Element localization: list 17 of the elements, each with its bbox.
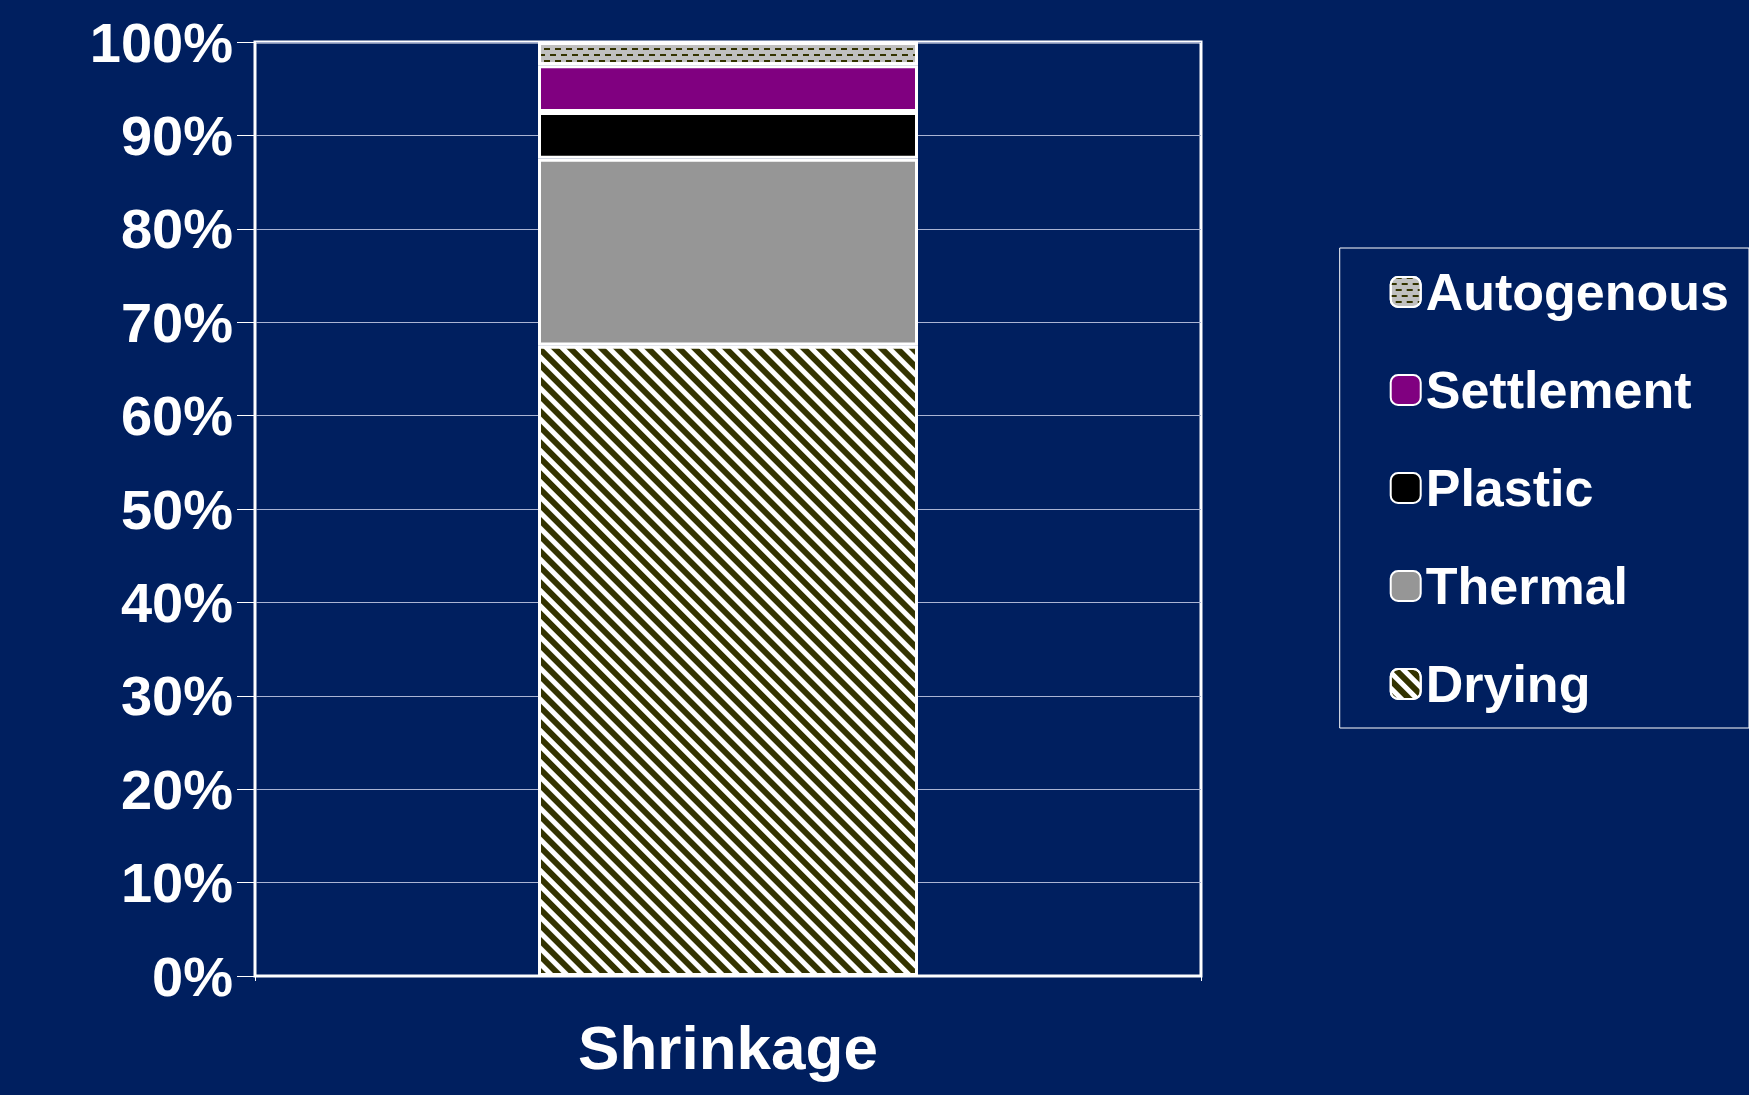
y-tick-label: 80%	[120, 197, 233, 261]
y-tick-label: 40%	[120, 570, 233, 634]
y-tick-label: 10%	[120, 851, 233, 915]
legend-label: Settlement	[1425, 361, 1692, 419]
legend-label: Autogenous	[1425, 263, 1730, 321]
y-tick-label: 90%	[120, 103, 233, 167]
legend-label: Thermal	[1425, 557, 1629, 615]
y-tick-label: 60%	[120, 384, 233, 448]
y-tick-label: 20%	[120, 757, 233, 821]
y-tick-label: 100%	[89, 10, 233, 74]
y-tick-label: 50%	[120, 477, 233, 541]
legend-label: Drying	[1425, 655, 1591, 713]
y-tick-label: 30%	[120, 664, 233, 728]
y-tick-label: 70%	[120, 290, 233, 354]
y-tick-label: 0%	[152, 944, 233, 1008]
legend-label: Plastic	[1425, 459, 1594, 517]
x-tick-label: Shrinkage	[578, 1012, 878, 1082]
